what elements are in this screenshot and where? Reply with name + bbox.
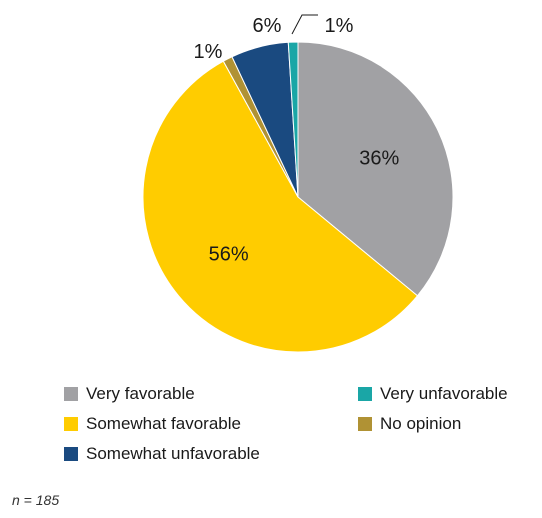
legend-item: Somewhat unfavorable bbox=[64, 444, 260, 464]
pie-chart: 36% 56% 1% 6% 1% bbox=[142, 14, 454, 353]
pie-slice bbox=[297, 41, 454, 297]
legend-label: Very favorable bbox=[86, 384, 195, 403]
legend-label: Somewhat unfavorable bbox=[86, 444, 260, 463]
legend-swatch bbox=[64, 447, 78, 461]
legend-label: No opinion bbox=[380, 414, 462, 433]
legend-item: Very unfavorable bbox=[358, 384, 508, 404]
chart-legend: Very favorable Somewhat favorable Somewh… bbox=[64, 384, 534, 480]
pie-slice bbox=[287, 41, 299, 198]
legend-label: Very unfavorable bbox=[380, 384, 508, 403]
pie-slice bbox=[142, 60, 419, 353]
slice-data-label: 36% bbox=[359, 148, 399, 170]
slice-data-label: 6% bbox=[253, 15, 282, 37]
sample-size-note: n = 185 bbox=[12, 492, 60, 508]
legend-swatch bbox=[358, 387, 372, 401]
slice-data-label: 1% bbox=[194, 41, 223, 63]
slice-data-label: 1% bbox=[325, 15, 354, 37]
legend-swatch bbox=[358, 417, 372, 431]
legend-swatch bbox=[64, 417, 78, 431]
legend-item: Somewhat favorable bbox=[64, 414, 241, 434]
slice-data-label: 56% bbox=[209, 243, 249, 265]
legend-item: No opinion bbox=[358, 414, 461, 434]
legend-item: Very favorable bbox=[64, 384, 195, 404]
legend-swatch bbox=[64, 387, 78, 401]
label-leader-line bbox=[291, 14, 318, 35]
legend-label: Somewhat favorable bbox=[86, 414, 241, 433]
